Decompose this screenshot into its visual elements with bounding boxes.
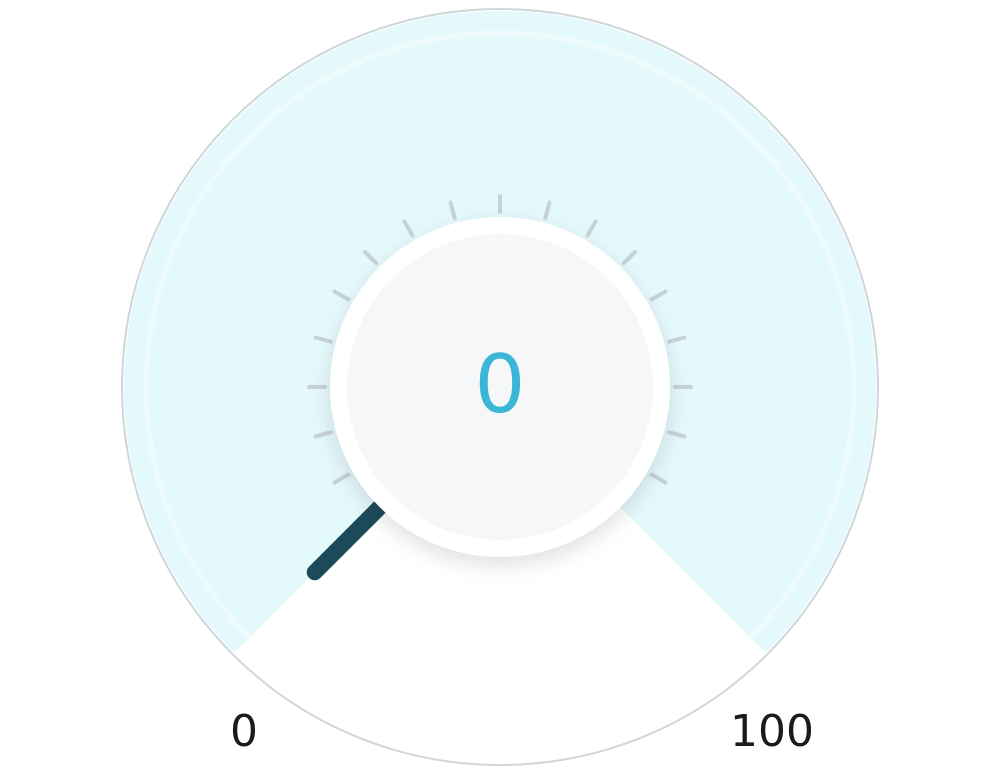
gauge-max-label: 100: [730, 706, 814, 757]
tick-mark: [667, 335, 687, 344]
tick-mark: [667, 430, 687, 439]
gauge-value: 0: [474, 338, 526, 431]
tick-mark: [402, 219, 415, 238]
dial-knob-face: [347, 234, 653, 540]
tick-mark: [313, 335, 333, 344]
tick-marks: [307, 194, 693, 485]
gauge-min-label: 0: [230, 706, 258, 757]
tick-mark: [332, 289, 351, 302]
tick-mark: [585, 219, 598, 238]
tick-mark: [621, 249, 638, 266]
tick-mark: [313, 430, 333, 439]
tick-mark: [649, 289, 668, 302]
tick-mark: [362, 249, 379, 266]
tick-mark: [448, 200, 457, 220]
tick-mark: [543, 200, 552, 220]
gauge-rim: [143, 30, 857, 744]
tick-mark: [332, 472, 351, 485]
tick-mark: [649, 472, 668, 485]
